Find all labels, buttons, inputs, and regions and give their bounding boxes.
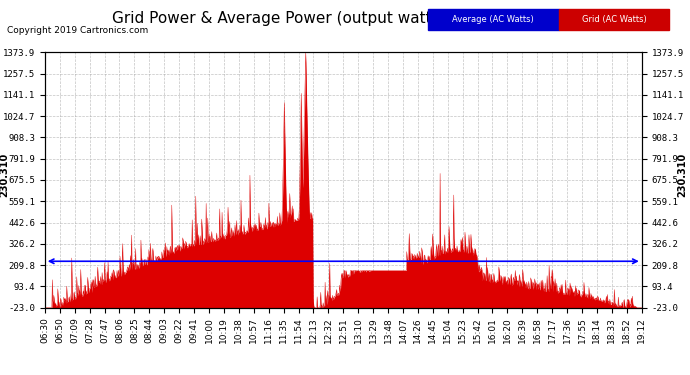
Text: 230.310: 230.310 xyxy=(678,153,687,197)
Text: 230.310: 230.310 xyxy=(0,153,9,197)
Text: Average (AC Watts): Average (AC Watts) xyxy=(453,15,534,24)
Text: Grid (AC Watts): Grid (AC Watts) xyxy=(582,15,647,24)
Text: Copyright 2019 Cartronics.com: Copyright 2019 Cartronics.com xyxy=(7,26,148,35)
Text: Grid Power & Average Power (output watts)  Sun Apr 7 19:20: Grid Power & Average Power (output watts… xyxy=(112,11,578,26)
